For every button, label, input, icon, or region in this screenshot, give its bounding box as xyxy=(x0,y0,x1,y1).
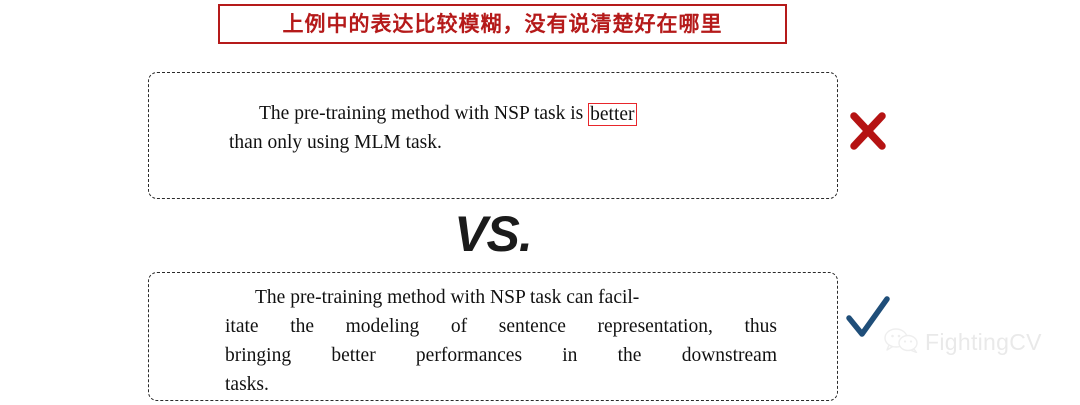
word: modeling xyxy=(345,316,420,337)
bad-example-line1-lead: The pre-training method with NSP task is xyxy=(259,103,589,124)
word: itate xyxy=(225,316,259,337)
good-example-box: The pre-training method with NSP task ca… xyxy=(148,272,838,401)
good-example-line1-words: The pre-training method with NSP task ca… xyxy=(255,287,640,308)
word: thus xyxy=(744,316,777,337)
bad-example-box: The pre-training method with NSP task is… xyxy=(148,72,838,199)
watermark-label: FightingCV xyxy=(925,329,1042,355)
good-example-line2: itate the modeling of sentence representation… xyxy=(225,312,777,341)
vs-separator-label: VS. xyxy=(454,206,533,262)
bad-example-line2: than only using MLM task. xyxy=(229,132,442,153)
word: downstream xyxy=(681,345,777,366)
good-example-line4: tasks. xyxy=(225,374,269,395)
word: the xyxy=(617,345,642,366)
verdict-cross-icon xyxy=(848,110,888,159)
verdict-check-icon xyxy=(845,296,891,342)
title-text: 上例中的表达比较模糊，没有说清楚好在哪里 xyxy=(282,11,723,36)
word: representation, xyxy=(597,316,713,337)
word: the xyxy=(290,316,315,337)
word: performances xyxy=(415,345,523,366)
word: bringing xyxy=(225,345,292,366)
word: better xyxy=(331,345,376,366)
bad-example-text: The pre-training method with NSP task is… xyxy=(229,99,729,157)
word: of xyxy=(450,316,468,337)
word: in xyxy=(562,345,578,366)
highlighted-word-better: better xyxy=(588,103,637,126)
good-example-line3: bringing better performances in the downstrea… xyxy=(225,341,777,370)
word: sentence xyxy=(498,316,566,337)
good-example-line1: The pre-training method with NSP task ca… xyxy=(225,283,777,312)
title-banner: 上例中的表达比较模糊，没有说清楚好在哪里 xyxy=(218,4,787,44)
good-example-text: The pre-training method with NSP task ca… xyxy=(225,283,777,399)
watermark: FightingCV xyxy=(884,327,1042,358)
